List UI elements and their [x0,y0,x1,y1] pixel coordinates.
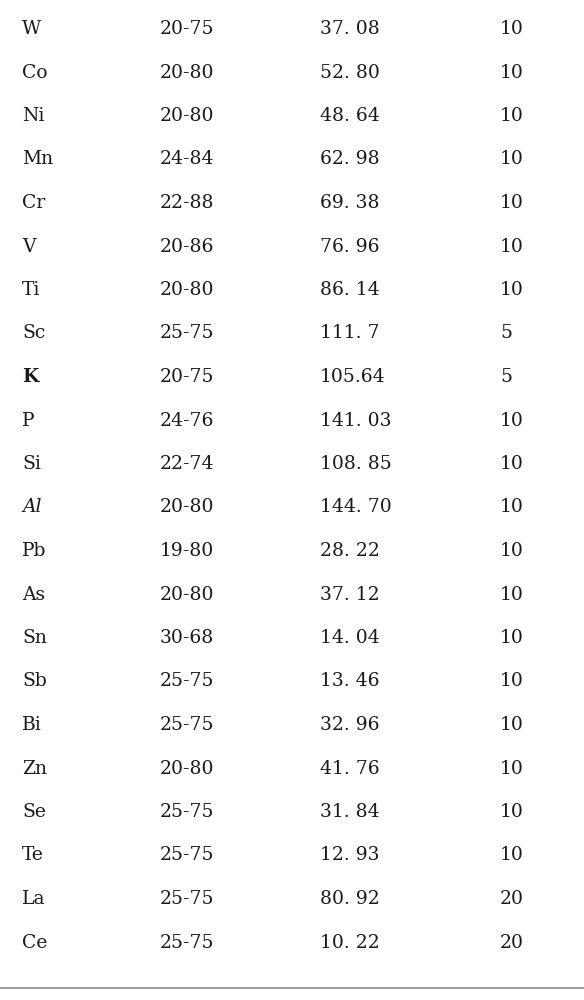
Text: 141. 03: 141. 03 [320,412,391,430]
Text: 108. 85: 108. 85 [320,455,392,473]
Text: Al: Al [22,498,41,516]
Text: 10: 10 [500,150,524,168]
Text: Sn: Sn [22,629,47,647]
Text: 10: 10 [500,803,524,821]
Text: 28. 22: 28. 22 [320,542,380,560]
Text: 20-80: 20-80 [160,760,214,778]
Text: 10: 10 [500,237,524,255]
Text: La: La [22,890,46,908]
Text: 10: 10 [500,542,524,560]
Text: 48. 64: 48. 64 [320,107,380,125]
Text: 80. 92: 80. 92 [320,890,380,908]
Text: K: K [22,368,39,386]
Text: 20: 20 [500,890,524,908]
Text: 111. 7: 111. 7 [320,324,380,342]
Text: 5: 5 [500,368,512,386]
Text: 25-75: 25-75 [160,716,214,734]
Text: 10: 10 [500,716,524,734]
Text: 144. 70: 144. 70 [320,498,392,516]
Text: 25-75: 25-75 [160,672,214,690]
Text: Sb: Sb [22,672,47,690]
Text: 25-75: 25-75 [160,890,214,908]
Text: Ce: Ce [22,934,47,952]
Text: Sc: Sc [22,324,45,342]
Text: 20-75: 20-75 [160,368,214,386]
Text: Mn: Mn [22,150,53,168]
Text: 62. 98: 62. 98 [320,150,380,168]
Text: 20-80: 20-80 [160,64,214,82]
Text: 10: 10 [500,194,524,212]
Text: 25-75: 25-75 [160,846,214,864]
Text: 24-84: 24-84 [160,150,214,168]
Text: 10: 10 [500,107,524,125]
Text: 30-68: 30-68 [160,629,214,647]
Text: 69. 38: 69. 38 [320,194,380,212]
Text: 20-80: 20-80 [160,281,214,299]
Text: Zn: Zn [22,760,47,778]
Text: 24-76: 24-76 [160,412,214,430]
Text: Ti: Ti [22,281,40,299]
Text: Bi: Bi [22,716,41,734]
Text: 10: 10 [500,585,524,603]
Text: 10: 10 [500,455,524,473]
Text: W: W [22,20,41,38]
Text: Co: Co [22,64,48,82]
Text: Si: Si [22,455,41,473]
Text: 19-80: 19-80 [160,542,214,560]
Text: 20-86: 20-86 [160,237,214,255]
Text: 20-80: 20-80 [160,585,214,603]
Text: 10. 22: 10. 22 [320,934,380,952]
Text: 37. 08: 37. 08 [320,20,380,38]
Text: 10: 10 [500,412,524,430]
Text: 10: 10 [500,281,524,299]
Text: As: As [22,585,45,603]
Text: 32. 96: 32. 96 [320,716,380,734]
Text: 10: 10 [500,760,524,778]
Text: 105.64: 105.64 [320,368,385,386]
Text: Te: Te [22,846,44,864]
Text: V: V [22,237,36,255]
Text: P: P [22,412,34,430]
Text: 20: 20 [500,934,524,952]
Text: 10: 10 [500,498,524,516]
Text: 76. 96: 76. 96 [320,237,380,255]
Text: 52. 80: 52. 80 [320,64,380,82]
Text: Pb: Pb [22,542,47,560]
Text: 12. 93: 12. 93 [320,846,380,864]
Text: Se: Se [22,803,46,821]
Text: 22-88: 22-88 [160,194,214,212]
Text: 14. 04: 14. 04 [320,629,380,647]
Text: 10: 10 [500,672,524,690]
Text: 22-74: 22-74 [160,455,214,473]
Text: 25-75: 25-75 [160,934,214,952]
Text: 10: 10 [500,846,524,864]
Text: 86. 14: 86. 14 [320,281,380,299]
Text: 20-75: 20-75 [160,20,214,38]
Text: 13. 46: 13. 46 [320,672,380,690]
Text: 25-75: 25-75 [160,324,214,342]
Text: 10: 10 [500,20,524,38]
Text: 5: 5 [500,324,512,342]
Text: Cr: Cr [22,194,45,212]
Text: 10: 10 [500,629,524,647]
Text: 31. 84: 31. 84 [320,803,380,821]
Text: 20-80: 20-80 [160,107,214,125]
Text: 25-75: 25-75 [160,803,214,821]
Text: 10: 10 [500,64,524,82]
Text: Ni: Ni [22,107,44,125]
Text: 20-80: 20-80 [160,498,214,516]
Text: 41. 76: 41. 76 [320,760,380,778]
Text: 37. 12: 37. 12 [320,585,380,603]
